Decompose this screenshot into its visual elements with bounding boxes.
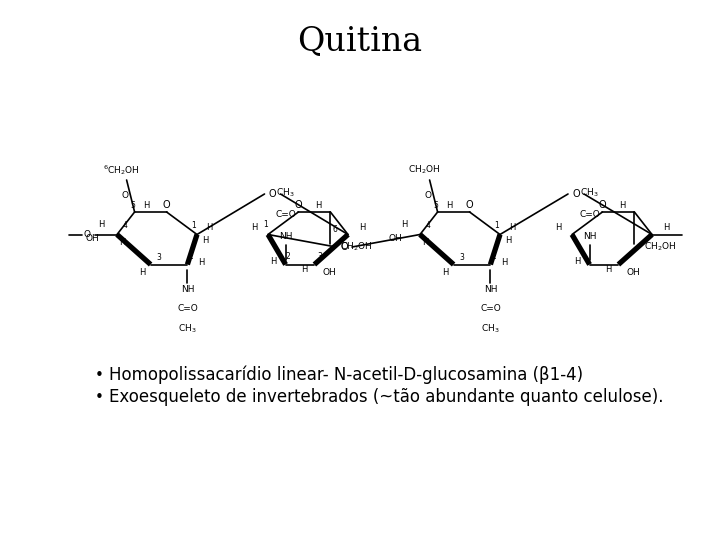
Text: 2: 2 [491, 252, 496, 261]
Text: O: O [163, 200, 171, 210]
Text: H: H [663, 223, 669, 232]
Text: OH: OH [323, 268, 336, 277]
Text: Exoesqueleto de invertebrados (~tão abundante quanto celulose).: Exoesqueleto de invertebrados (~tão abun… [109, 388, 664, 406]
Text: H: H [143, 200, 150, 210]
Text: •: • [95, 389, 104, 404]
Text: 2: 2 [188, 252, 193, 261]
Text: $^6$CH$_2$OH: $^6$CH$_2$OH [103, 163, 140, 177]
Text: 4: 4 [122, 221, 127, 230]
Text: 6: 6 [333, 226, 338, 234]
Text: H: H [202, 236, 208, 245]
Text: CH$_3$: CH$_3$ [481, 322, 500, 335]
Text: OH: OH [85, 234, 99, 243]
Text: H: H [509, 223, 516, 232]
Text: H: H [442, 268, 449, 277]
Text: H: H [555, 223, 561, 232]
Text: H: H [271, 257, 276, 266]
Text: O: O [598, 200, 606, 210]
Text: C=O: C=O [177, 304, 198, 313]
Text: H: H [315, 200, 322, 210]
Text: H: H [619, 200, 626, 210]
Text: NH: NH [583, 232, 596, 241]
Text: CH$_3$: CH$_3$ [580, 186, 599, 199]
Text: O: O [340, 242, 348, 252]
Text: H: H [301, 265, 307, 274]
Text: NH: NH [484, 285, 497, 294]
Text: •: • [95, 368, 104, 382]
Text: O: O [84, 230, 91, 239]
Text: 3: 3 [317, 252, 322, 261]
Text: 5: 5 [130, 200, 135, 210]
Text: OH: OH [388, 234, 402, 243]
Text: CH$_2$OH: CH$_2$OH [341, 241, 373, 253]
Text: H: H [251, 223, 257, 232]
Text: H: H [359, 223, 365, 232]
Text: C=O: C=O [275, 210, 296, 219]
Text: H: H [575, 257, 581, 266]
Text: 4: 4 [426, 221, 431, 230]
Text: OH: OH [626, 268, 640, 277]
Text: CH$_2$OH: CH$_2$OH [644, 241, 677, 253]
Text: 1: 1 [495, 221, 500, 230]
Text: O: O [466, 200, 474, 210]
Text: H: H [422, 238, 428, 247]
Text: C=O: C=O [579, 210, 600, 219]
Text: O: O [424, 191, 431, 199]
Text: CH$_3$: CH$_3$ [178, 322, 197, 335]
Text: O: O [294, 200, 302, 210]
Text: H: H [505, 236, 511, 245]
Text: O: O [269, 189, 276, 199]
Text: 1: 1 [192, 221, 197, 230]
Text: NH: NH [181, 285, 194, 294]
Text: H: H [501, 258, 508, 267]
Text: H: H [140, 268, 145, 277]
Text: 3: 3 [156, 253, 161, 262]
Text: Quitina: Quitina [297, 25, 423, 57]
Text: 3: 3 [459, 253, 464, 262]
Text: 5: 5 [433, 200, 438, 210]
Text: H: H [606, 265, 611, 274]
Text: Homopolissacarídio linear- N-acetil-D-glucosamina (β1-4): Homopolissacarídio linear- N-acetil-D-gl… [109, 366, 583, 384]
Text: C=O: C=O [480, 304, 501, 313]
Text: H: H [119, 238, 125, 247]
Text: CH$_2$OH: CH$_2$OH [408, 164, 441, 176]
Text: 2: 2 [285, 252, 290, 261]
Text: H: H [401, 220, 408, 229]
Text: H: H [198, 258, 204, 267]
Text: H: H [446, 200, 453, 210]
Text: CH$_3$: CH$_3$ [276, 186, 295, 199]
Text: H: H [206, 223, 212, 232]
Text: H: H [98, 220, 104, 229]
Text: O: O [572, 189, 580, 199]
Text: NH: NH [279, 232, 292, 241]
Text: O: O [121, 191, 128, 199]
Text: 1: 1 [264, 220, 269, 229]
